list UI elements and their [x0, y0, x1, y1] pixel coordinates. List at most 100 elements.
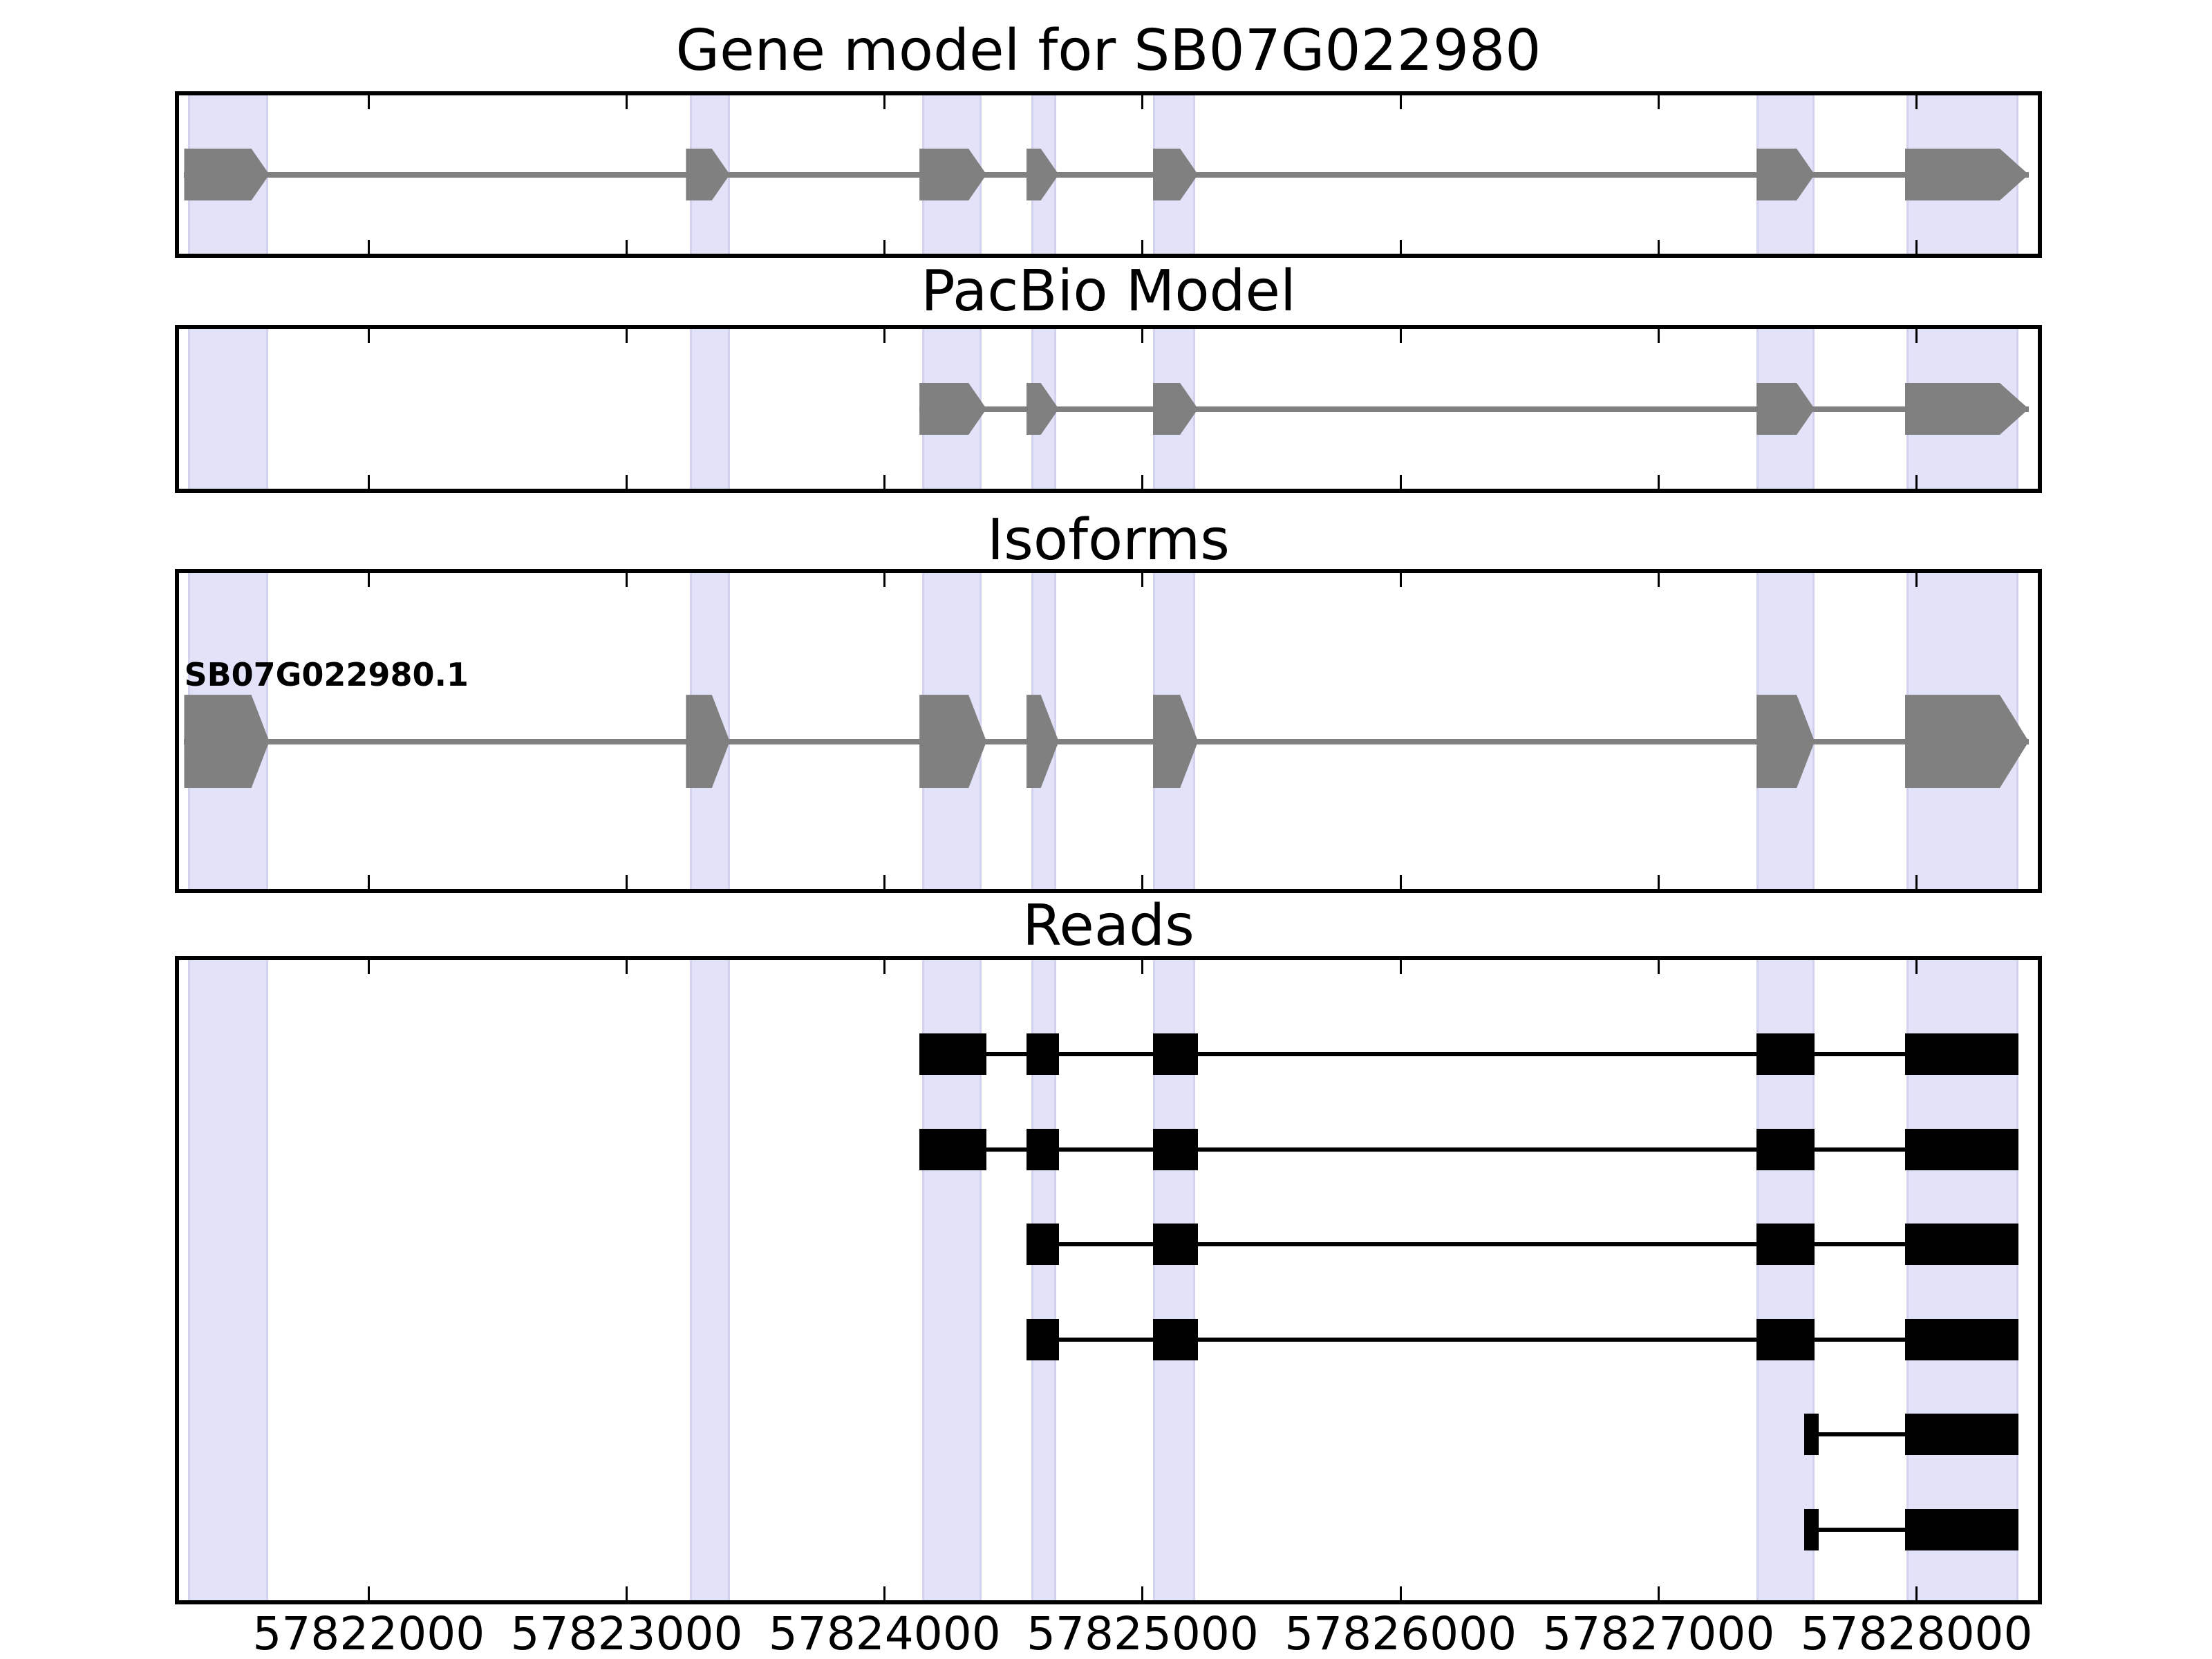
read-exon-block: [1152, 1033, 1199, 1075]
isoforms-panel: SB07G022980.1: [175, 569, 2042, 893]
pacbio-model-panel: [175, 325, 2042, 493]
axis-tick: [367, 475, 370, 489]
read-exon-block: [1152, 1318, 1199, 1360]
read-exon-block: [1904, 1033, 2018, 1075]
read-exon-block: [1804, 1414, 1819, 1456]
axis-tick: [626, 573, 628, 587]
isoform-label: SB07G022980.1: [184, 656, 469, 694]
axis-tick: [1399, 95, 1402, 109]
gene-model-panel-title: Gene model for SB07G022980: [675, 18, 1541, 84]
axis-tick: [626, 475, 628, 489]
read-connector-line: [919, 1052, 2018, 1056]
axis-tick: [367, 875, 370, 889]
axis-tick: [1141, 960, 1144, 974]
read-exon-block: [1904, 1128, 2018, 1170]
axis-tick: [1915, 960, 1918, 974]
read-exon-block: [1027, 1128, 1059, 1170]
axis-tick: [1399, 573, 1402, 587]
read-exon-block: [1904, 1318, 2018, 1360]
intron-line: [184, 738, 2029, 744]
gene-model-panel: [175, 91, 2042, 258]
read-exon-block: [1756, 1033, 1815, 1075]
exon-block: [1905, 383, 2029, 435]
read-exon-block: [919, 1128, 987, 1170]
axis-tick: [883, 960, 886, 974]
exon-block: [184, 695, 269, 788]
read-exon-block: [1027, 1318, 1059, 1360]
axis-tick: [883, 875, 886, 889]
exon-block: [1905, 149, 2029, 200]
reads-panel: [175, 956, 2042, 1604]
highlight-band: [188, 960, 268, 1600]
axis-tick: [883, 329, 886, 343]
exon-block: [1905, 695, 2029, 788]
axis-tick: [1399, 875, 1402, 889]
read-exon-block: [1804, 1509, 1819, 1550]
axis-tick: [1915, 95, 1918, 109]
axis-tick: [367, 95, 370, 109]
axis-tick: [1657, 475, 1660, 489]
x-axis-tick-label: 57822000: [252, 1607, 485, 1659]
axis-tick: [1399, 475, 1402, 489]
axis-tick: [1399, 329, 1402, 343]
axis-tick: [1141, 573, 1144, 587]
axis-tick: [626, 875, 628, 889]
axis-tick: [883, 95, 886, 109]
x-axis-tick-label: 57823000: [510, 1607, 743, 1659]
read-exon-block: [1152, 1224, 1199, 1266]
x-axis-tick-label: 57824000: [768, 1607, 1001, 1659]
read-connector-line: [919, 1147, 2018, 1152]
axis-tick: [1141, 1586, 1144, 1600]
read-exon-block: [1756, 1224, 1815, 1266]
axis-tick: [1657, 1586, 1660, 1600]
axis-tick: [1915, 573, 1918, 587]
axis-tick: [1657, 95, 1660, 109]
axis-tick: [1141, 475, 1144, 489]
read-connector-line: [1027, 1337, 2018, 1342]
read-exon-block: [1027, 1224, 1059, 1266]
axis-tick: [1657, 573, 1660, 587]
axis-tick: [1915, 475, 1918, 489]
axis-tick: [626, 960, 628, 974]
axis-tick: [1141, 875, 1144, 889]
axis-tick: [626, 95, 628, 109]
x-axis-tick-label: 57828000: [1800, 1607, 2033, 1659]
axis-tick: [1915, 240, 1918, 254]
pacbio-panel-title: PacBio Model: [921, 259, 1296, 324]
axis-tick: [1399, 1586, 1402, 1600]
axis-tick: [367, 573, 370, 587]
axis-tick: [626, 240, 628, 254]
exon-block: [184, 149, 269, 200]
axis-tick: [883, 1586, 886, 1600]
axis-tick: [367, 960, 370, 974]
axis-tick: [367, 329, 370, 343]
read-exon-block: [1756, 1318, 1815, 1360]
highlight-band: [689, 329, 730, 489]
axis-tick: [883, 475, 886, 489]
x-axis-tick-label: 57825000: [1026, 1607, 1259, 1659]
read-exon-block: [1027, 1033, 1059, 1075]
read-connector-line: [1027, 1242, 2018, 1247]
axis-tick: [626, 329, 628, 343]
highlight-band: [188, 329, 268, 489]
read-exon-block: [1904, 1414, 2018, 1456]
axis-tick: [1915, 875, 1918, 889]
axis-tick: [883, 240, 886, 254]
reads-panel-title: Reads: [1022, 893, 1194, 959]
highlight-band: [689, 960, 730, 1600]
isoforms-panel-title: Isoforms: [987, 507, 1230, 573]
read-exon-block: [919, 1033, 987, 1075]
axis-tick: [367, 240, 370, 254]
axis-tick: [1657, 875, 1660, 889]
read-exon-block: [1904, 1224, 2018, 1266]
axis-tick: [1915, 1586, 1918, 1600]
read-exon-block: [1152, 1128, 1199, 1170]
read-exon-block: [1756, 1128, 1815, 1170]
read-exon-block: [1904, 1509, 2018, 1550]
intron-line: [919, 406, 2029, 412]
axis-tick: [1141, 240, 1144, 254]
axis-tick: [1399, 960, 1402, 974]
axis-tick: [883, 573, 886, 587]
axis-tick: [1657, 960, 1660, 974]
